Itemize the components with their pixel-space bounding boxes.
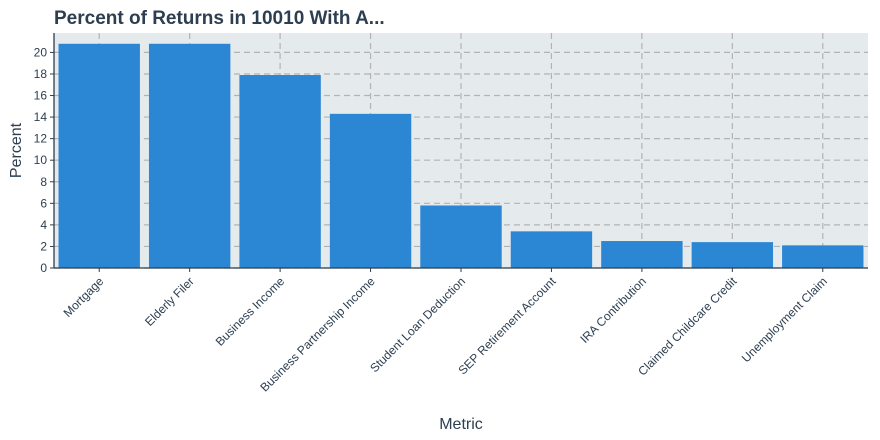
bar-mortgage [58,43,140,268]
bar-claimed-childcare-credit [691,242,774,268]
x-tick-label: Elderly Filer [142,274,197,329]
bars [58,43,864,268]
y-axis-label: Percent [8,122,25,178]
bar-unemployment-claim [782,245,864,268]
bar-elderly-filer [148,43,231,268]
y-tick-label: 2 [40,239,47,253]
y-tick-label: 16 [34,89,48,103]
y-tick-label: 20 [34,45,48,59]
bar-business-income [239,75,321,268]
x-tick-label: IRA Contribution [577,274,649,346]
bar-ira-contribution [601,241,683,268]
x-tick-label: SEP Retirement Account [455,274,559,378]
x-tick-label: Business Income [213,274,288,349]
x-tick-label: Claimed Childcare Credit [635,274,740,379]
y-tick-label: 4 [40,218,47,232]
y-tick-label: 10 [34,153,48,167]
x-ticks: Mortgage Elderly Filer Business IncomeBusi… [61,268,830,394]
y-tick-label: 12 [34,132,48,146]
x-tick-label: Mortgage [61,274,107,320]
x-tick-label: Student Loan Deduction [367,274,468,375]
chart-title: Percent of Returns in 10010 With A... [54,8,385,29]
x-tick-label: Unemployment Claim [739,274,830,365]
x-axis-label: Metric [439,416,483,433]
y-tick-label: 6 [40,196,47,210]
y-tick-label: 0 [40,261,47,275]
bar-sep-retirement-account [510,231,593,268]
y-tick-label: 8 [40,175,47,189]
y-tick-label: 18 [34,67,48,81]
bar-business-partnership-income [329,113,412,268]
bar-student-loan-deduction [420,205,502,268]
y-ticks: 0 2 4 6 8 10 12 14 16 18 20 [34,45,54,275]
y-tick-label: 14 [34,110,48,124]
